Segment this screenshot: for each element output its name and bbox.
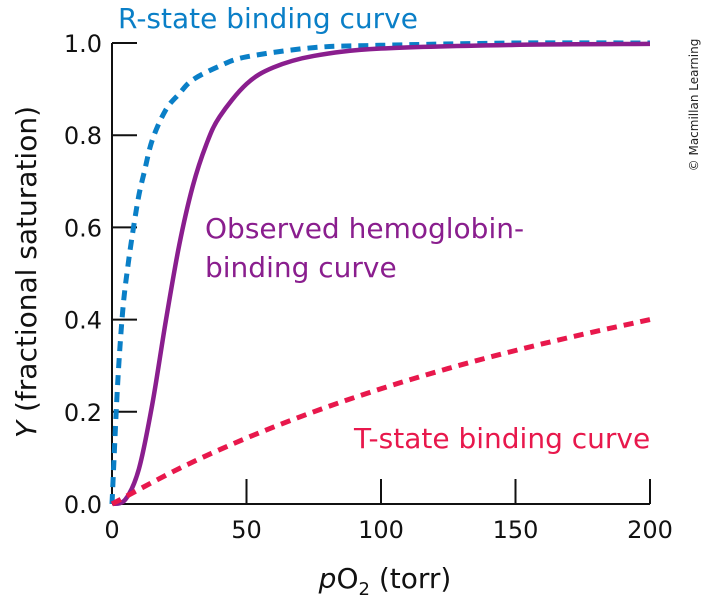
y-tick-label: 1.0 bbox=[64, 30, 102, 58]
series-line-t-state-binding-curve bbox=[110, 317, 651, 507]
x-tick-label: 50 bbox=[231, 516, 262, 544]
series-line-r-state-binding-curve bbox=[109, 40, 651, 505]
y-axis-label: Y (fractional saturation) bbox=[10, 106, 43, 438]
series-line-observed-hemoglobin-binding-curve bbox=[111, 41, 651, 507]
t-state-label: T-state binding curve bbox=[353, 422, 650, 455]
r-state-label: R-state binding curve bbox=[118, 2, 418, 35]
copyright: © Macmillan Learning bbox=[687, 39, 701, 172]
observed-label-line2: binding curve bbox=[205, 251, 397, 284]
y-tick-label: 0.0 bbox=[64, 491, 102, 519]
observed-label-line1: Observed hemoglobin- bbox=[205, 212, 524, 245]
y-tick-label: 0.6 bbox=[64, 214, 102, 242]
x-tick-label: 100 bbox=[358, 516, 404, 544]
y-tick-label: 0.8 bbox=[64, 122, 102, 150]
x-tick-label: 200 bbox=[627, 516, 673, 544]
curves bbox=[109, 40, 651, 507]
x-tick-label: 150 bbox=[493, 516, 539, 544]
y-tick-label: 0.2 bbox=[64, 399, 102, 427]
axes: 0 50 100 150 200 0.0 0.2 0.4 0.6 0.8 1.0 bbox=[64, 30, 673, 544]
y-tick-label: 0.4 bbox=[64, 307, 102, 335]
x-axis-label: pO2 (torr) bbox=[318, 562, 452, 600]
x-tick-label: 0 bbox=[104, 516, 119, 544]
